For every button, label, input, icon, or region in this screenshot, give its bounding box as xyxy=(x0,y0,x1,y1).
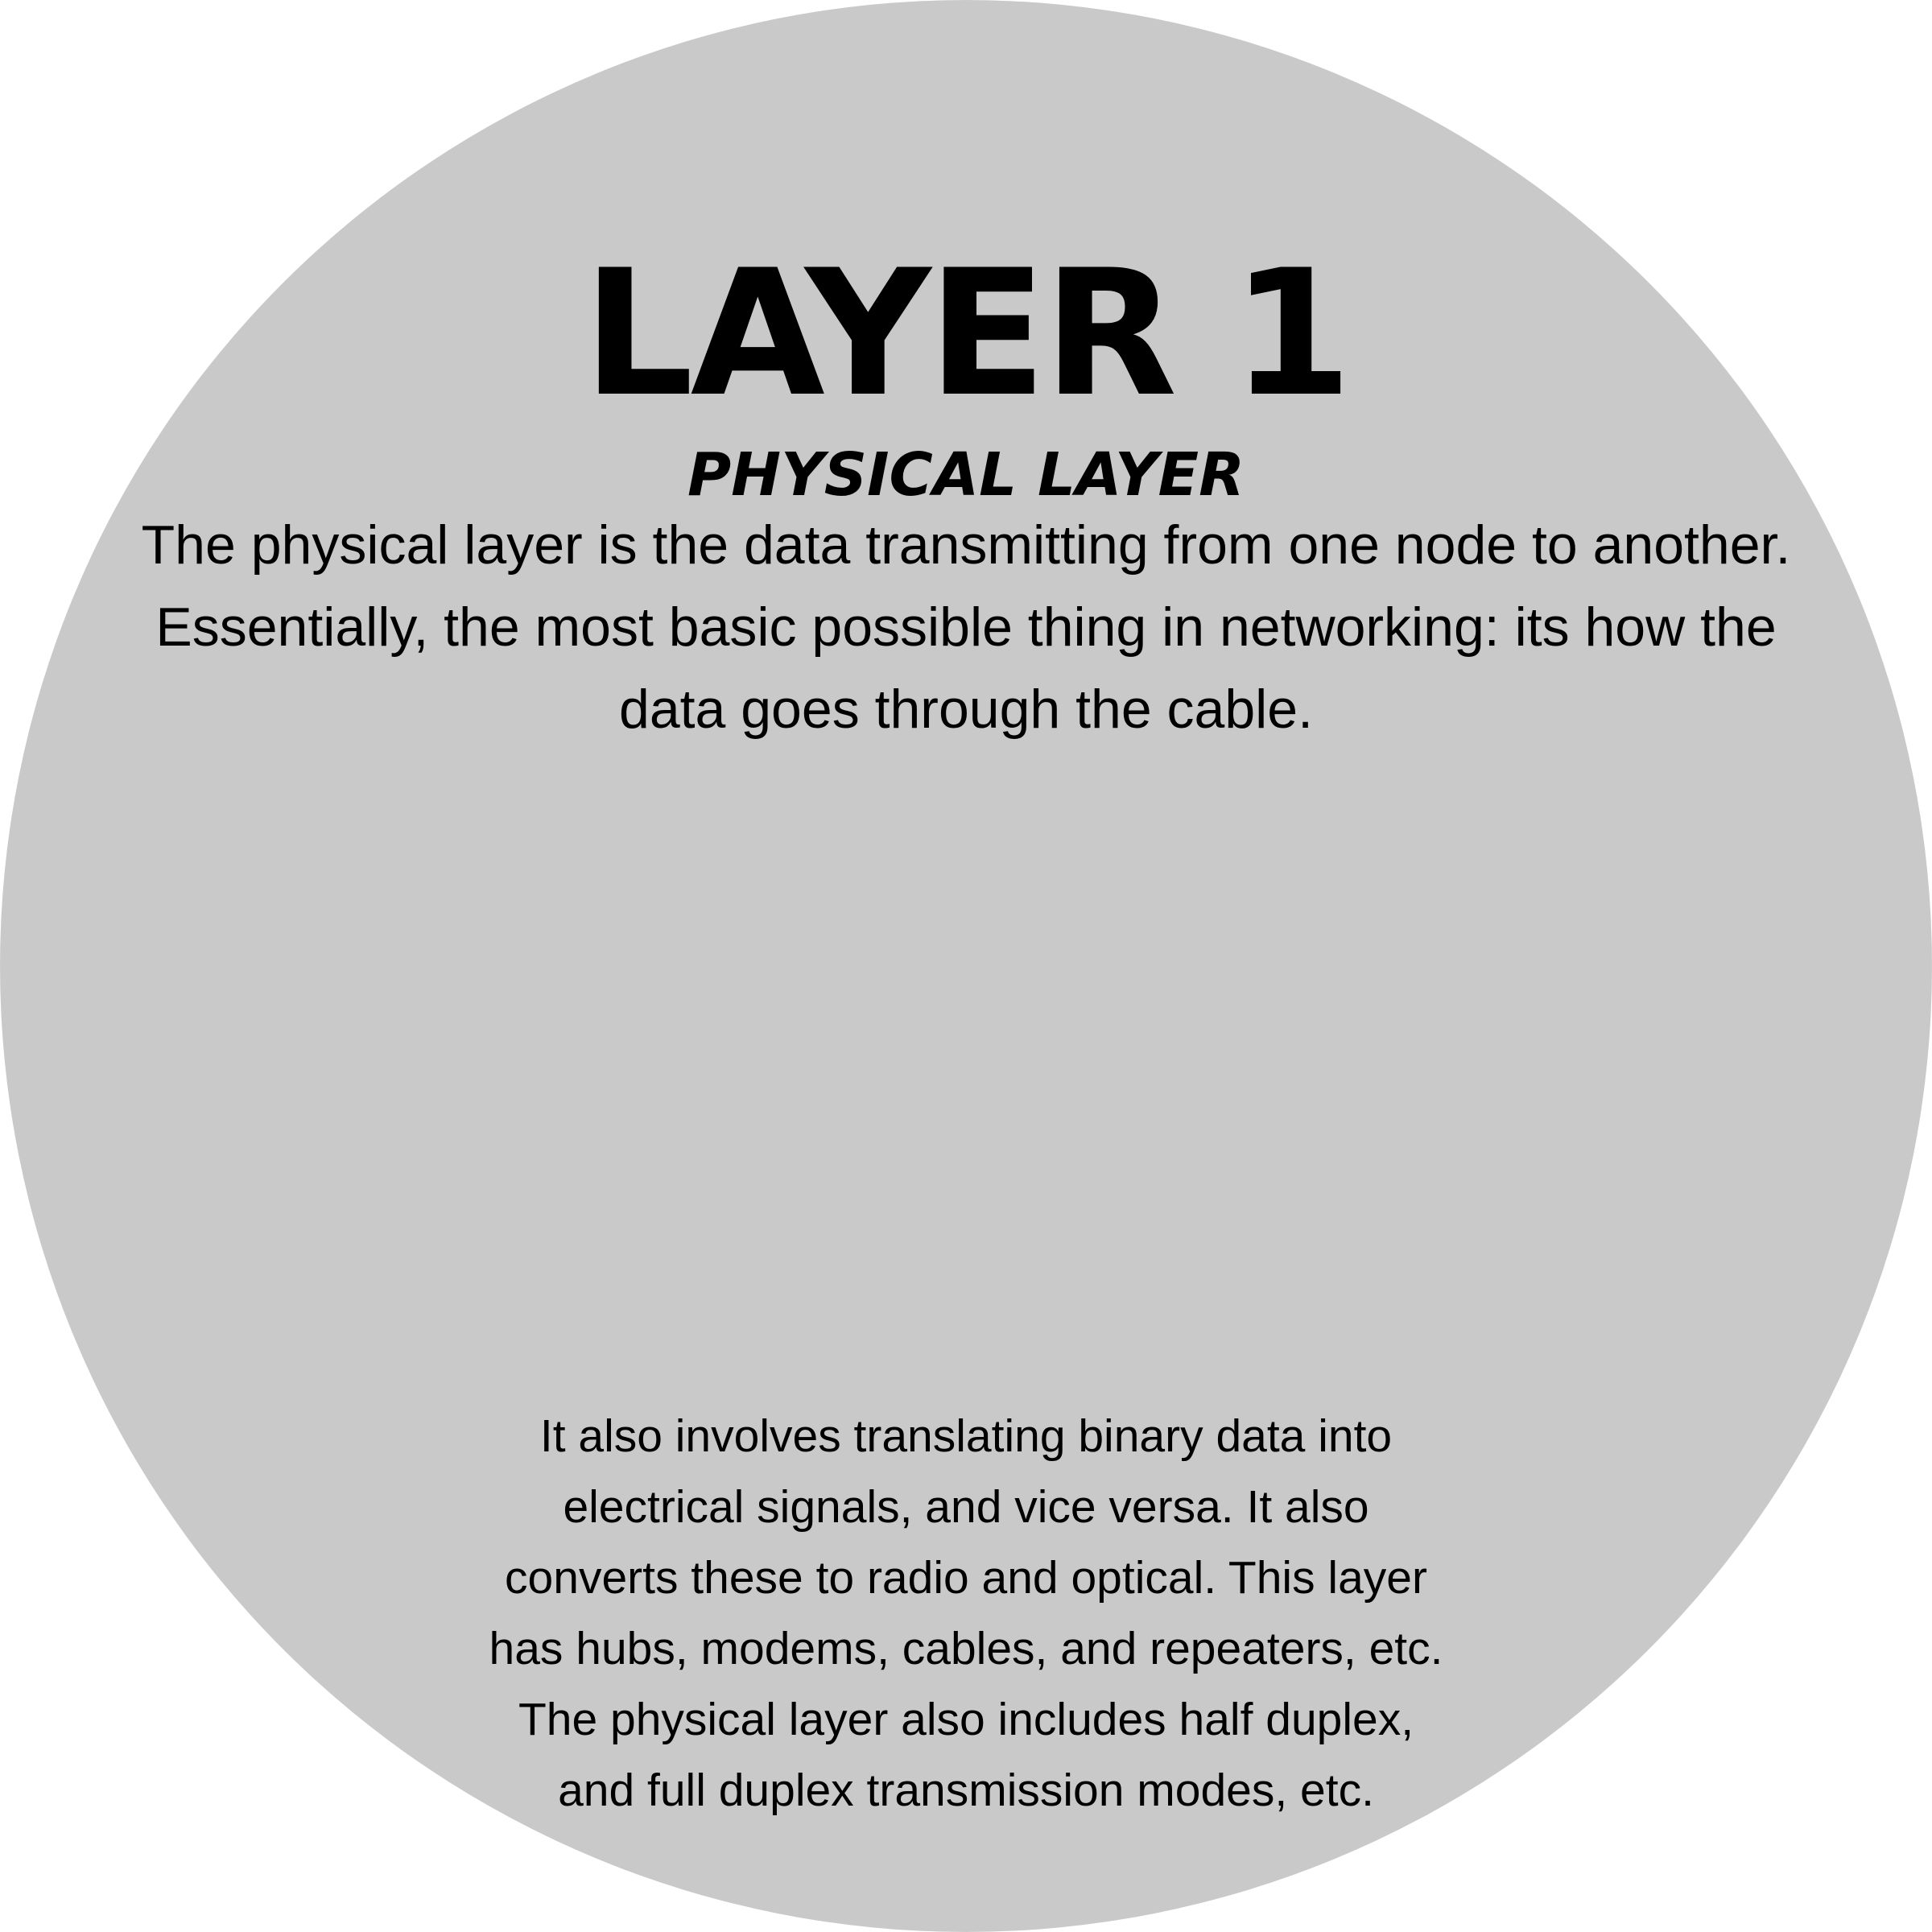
detail-paragraph: It also involves translating binary data… xyxy=(489,1410,1443,1816)
layer-title: LAYER 1 xyxy=(583,233,1352,435)
layer-subtitle: PHYSICAL LAYER xyxy=(687,440,1245,510)
intro-paragraph: The physical layer is the data transmitt… xyxy=(141,514,1791,740)
